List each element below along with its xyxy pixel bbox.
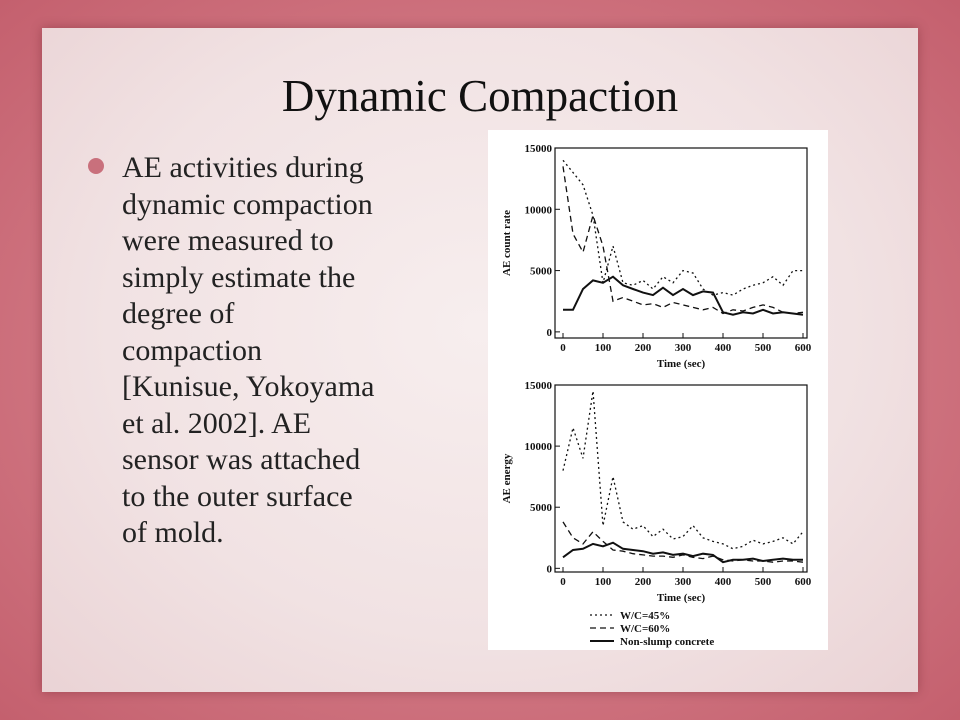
bullet-marker <box>88 158 104 174</box>
bullet-line: were measured to <box>122 224 334 257</box>
y-tick-label: 15000 <box>525 143 553 155</box>
x-tick-label: 100 <box>595 342 612 354</box>
x-tick-label: 400 <box>715 576 732 588</box>
x-tick-label: 600 <box>795 342 812 354</box>
x-tick-label: 400 <box>715 342 732 354</box>
series-line <box>562 541 803 564</box>
x-tick-label: 300 <box>675 576 692 588</box>
y-tick-label: 0 <box>547 327 553 339</box>
y-axis-label: AE energy <box>501 453 513 503</box>
x-axis-label: Time (sec) <box>657 358 706 370</box>
x-tick-label: 200 <box>635 342 652 354</box>
bullet-line: simply estimate the <box>122 260 356 294</box>
y-tick-label: 10000 <box>525 204 553 216</box>
bullet-line: [Kunisue, Yokoyama <box>122 370 375 403</box>
bullet-line: sensor was attached <box>122 443 361 476</box>
legend-label: W/C=60% <box>620 623 670 635</box>
plot-frame <box>554 384 808 573</box>
bullet-text: AE activities during dynamic compaction we… <box>122 150 375 552</box>
bullet-line: dynamic compaction <box>122 187 373 221</box>
y-tick-label: 15000 <box>525 380 553 392</box>
figure-background <box>488 130 828 650</box>
x-tick-label: 200 <box>635 576 652 588</box>
bullet-line: to the outer surface <box>122 479 353 513</box>
slide-title: Dynamic Compaction <box>281 71 679 121</box>
x-tick-label: 0 <box>560 342 566 354</box>
bullet-line: degree of <box>122 297 235 330</box>
x-tick-label: 500 <box>755 576 772 588</box>
y-tick-label: 5000 <box>530 502 553 514</box>
bullet-line: of mold. <box>122 516 224 549</box>
legend-label: W/C=45% <box>620 610 670 622</box>
y-tick-label: 0 <box>547 563 553 575</box>
x-tick-label: 300 <box>675 342 692 354</box>
series-line <box>562 166 804 315</box>
y-axis-label: AE count rate <box>501 210 513 276</box>
series-line <box>562 391 804 550</box>
x-tick-label: 600 <box>795 576 812 588</box>
bullet-line: AE activities during <box>122 151 364 184</box>
x-tick-label: 500 <box>755 342 772 354</box>
bullet-line: et al. 2002]. AE <box>122 406 312 440</box>
x-axis-label: Time (sec) <box>657 592 706 604</box>
plot-frame <box>554 147 808 339</box>
series-line <box>563 275 804 316</box>
y-tick-label: 5000 <box>530 266 553 278</box>
bullet-line: compaction <box>122 333 262 367</box>
legend-label: Non-slump concrete <box>620 636 714 648</box>
y-tick-label: 10000 <box>525 441 553 453</box>
x-tick-label: 100 <box>595 576 612 588</box>
x-tick-label: 0 <box>560 576 566 588</box>
